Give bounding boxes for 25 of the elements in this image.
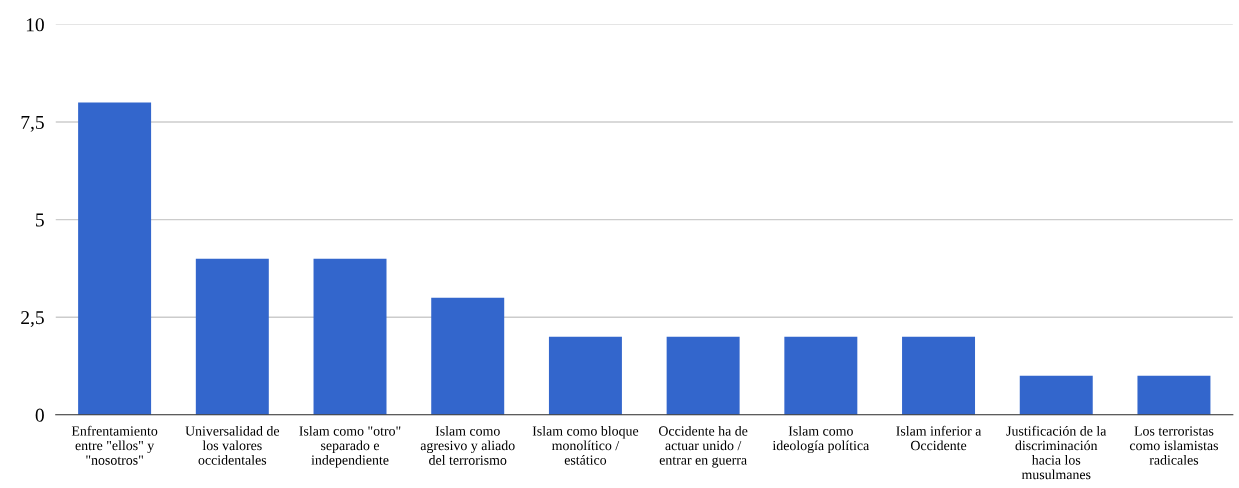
x-tick-label: Islam como bloque monolítico / estático [532, 425, 639, 465]
x-tick-label: Occidente ha de actuar unido / entrar en guerra [658, 425, 748, 468]
bar [313, 258, 387, 415]
bar [784, 336, 858, 415]
bar [548, 336, 622, 415]
y-tick-label: 7,5 [21, 116, 44, 132]
bar [431, 297, 505, 415]
bar [195, 258, 269, 415]
bar [1137, 375, 1211, 415]
bar [666, 336, 740, 415]
x-tick-label: Islam como "otro" separado e independiente [299, 425, 401, 468]
y-tick-label: 2,5 [21, 311, 44, 327]
bar [1019, 375, 1093, 415]
y-tick-label: 0 [35, 408, 44, 422]
x-tick-label: Islam como agresivo y aliado del terrorismo [420, 425, 515, 465]
bar [78, 102, 152, 415]
y-tick-label: 5 [36, 213, 44, 227]
x-tick-label: Universalidad de los valores occidentales [185, 425, 280, 465]
x-tick-label: Enfrentamiento entre "ellos" y "nosotros" [71, 425, 158, 465]
x-tick-label: Los terroristas como islamistas radicales [1129, 426, 1218, 465]
x-tick-label: Islam inferior a Occidente [896, 425, 982, 451]
bar [902, 336, 976, 415]
x-tick-label: Justificación de la discriminación hacia los musulmanes [1006, 425, 1107, 480]
x-tick-label: Islam como ideología política [772, 425, 870, 454]
y-tick-label: 10 [26, 18, 44, 32]
